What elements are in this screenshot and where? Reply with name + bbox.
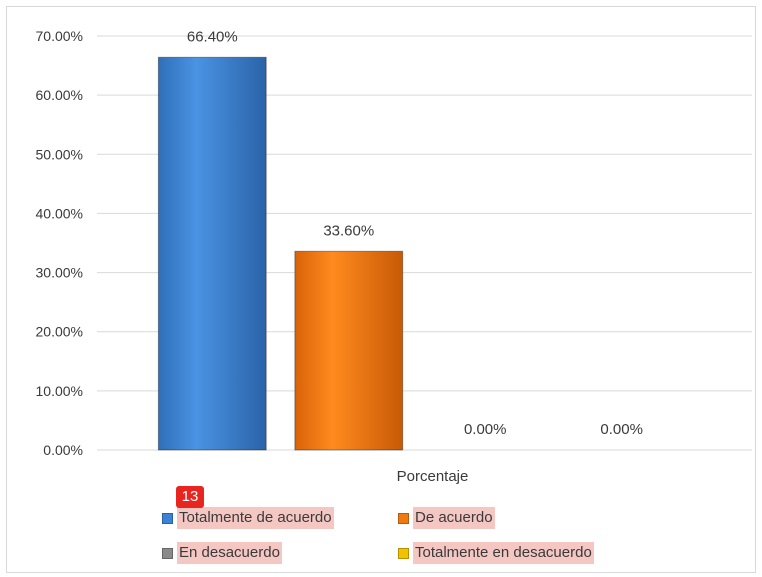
- bar-de-acuerdo: [294, 250, 404, 451]
- legend-swatch-icon: [398, 512, 409, 524]
- legend-label: Totalmente de acuerdo: [177, 507, 334, 529]
- legend-item-totalmente-en-desacuerdo: Totalmente en desacuerdo: [398, 542, 594, 564]
- bar-totalmente-de-acuerdo: [157, 56, 267, 451]
- y-tick-label: 0.00%: [43, 442, 83, 458]
- data-label: 66.40%: [187, 28, 238, 45]
- legend-item-de-acuerdo: De acuerdo: [398, 507, 495, 529]
- legend-swatch-icon: [398, 547, 409, 559]
- data-label: 0.00%: [464, 421, 507, 438]
- legend-label: Totalmente en desacuerdo: [413, 542, 594, 564]
- y-tick-label: 40.00%: [36, 205, 83, 221]
- data-label: 33.60%: [323, 222, 374, 239]
- category-label: Porcentaje: [397, 468, 469, 485]
- legend-item-totalmente-de-acuerdo: Totalmente de acuerdo: [162, 507, 334, 529]
- y-tick-label: 70.00%: [36, 28, 83, 44]
- annotation-badge: 13: [176, 486, 204, 508]
- y-tick-label: 20.00%: [36, 324, 83, 340]
- legend-swatch-icon: [162, 512, 173, 524]
- y-tick-label: 30.00%: [36, 265, 83, 281]
- y-tick-label: 60.00%: [36, 87, 83, 103]
- y-tick-label: 50.00%: [36, 146, 83, 162]
- data-label: 0.00%: [600, 421, 643, 438]
- legend-item-en-desacuerdo: En desacuerdo: [162, 542, 282, 564]
- legend-swatch-icon: [162, 547, 173, 559]
- bar-chart: 0.00% 10.00% 20.00% 30.00% 40.00% 50.00% 60.00…: [36, 28, 752, 485]
- y-tick-label: 10.00%: [36, 383, 83, 399]
- legend-label: En desacuerdo: [177, 542, 282, 564]
- chart-area: 0.00% 10.00% 20.00% 30.00% 40.00% 50.00% 60.00…: [6, 6, 756, 573]
- legend-label: De acuerdo: [413, 507, 495, 529]
